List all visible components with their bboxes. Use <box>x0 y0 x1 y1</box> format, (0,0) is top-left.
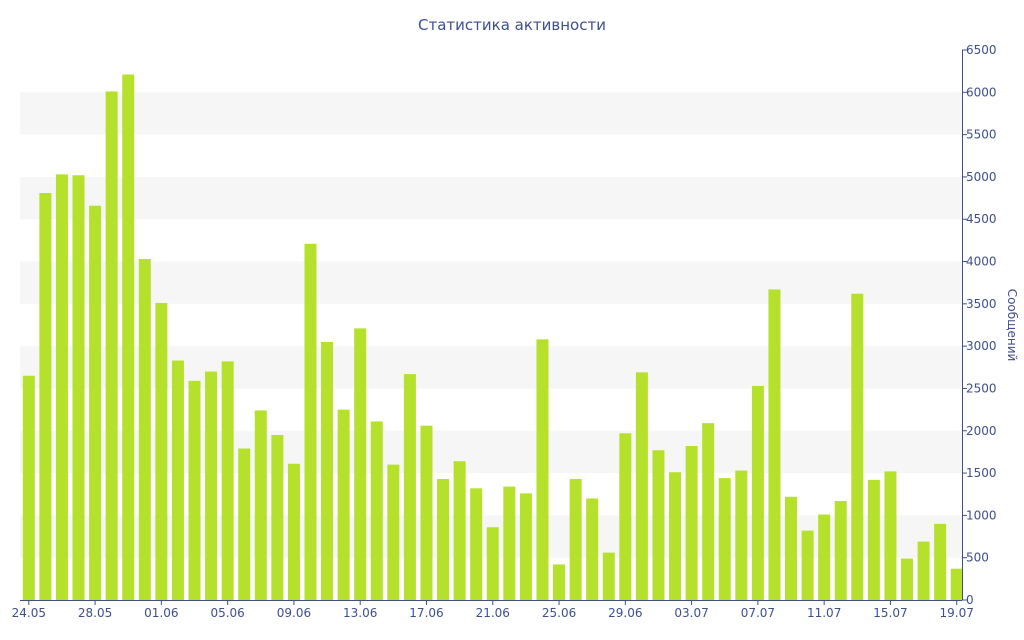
bar <box>950 568 963 600</box>
y-tick-label: 2500 <box>966 381 997 395</box>
bar <box>768 289 781 600</box>
y-tick-label: 3000 <box>966 339 997 353</box>
bar <box>105 91 118 601</box>
bar <box>354 328 367 600</box>
y-tick-label: 0 <box>966 593 974 607</box>
y-tick-label: 6500 <box>966 43 997 57</box>
y-tick-label: 2000 <box>966 424 997 438</box>
bar <box>519 493 532 600</box>
bar <box>171 360 184 600</box>
bar <box>287 463 300 600</box>
bar <box>669 472 682 600</box>
x-axis: 24.05 28.05 01.06 05.06 09.06 13.06 17.06 21.06… <box>12 600 974 620</box>
y-tick-label: 1500 <box>966 466 997 480</box>
bar <box>818 514 831 600</box>
bar <box>801 530 814 600</box>
x-tick-label: 19.07 <box>940 606 974 620</box>
bar <box>370 421 383 600</box>
y-tick-label: 6000 <box>966 85 997 99</box>
y-tick-label: 5000 <box>966 170 997 184</box>
bar <box>271 435 284 600</box>
x-tick-label: 21.06 <box>476 606 510 620</box>
bar <box>553 564 566 600</box>
bar <box>901 558 914 600</box>
y-axis: 0 500 1000 1500 2000 2500 3000 3500 4000 4500 5000… <box>962 43 997 607</box>
grid-band <box>20 92 962 135</box>
bar <box>718 478 731 600</box>
bar <box>304 243 317 600</box>
bar <box>188 380 201 600</box>
bar <box>321 341 334 600</box>
y-axis-title: Сообщений <box>1005 289 1019 362</box>
x-tick-label: 29.06 <box>608 606 642 620</box>
bar <box>917 541 930 600</box>
bar <box>89 205 102 600</box>
bar <box>420 425 433 600</box>
bar <box>751 385 764 600</box>
x-tick-label: 03.07 <box>674 606 708 620</box>
chart-title: Статистика активности <box>418 16 606 34</box>
x-tick-label: 13.06 <box>343 606 377 620</box>
bar <box>602 552 615 600</box>
x-tick-label: 28.05 <box>78 606 112 620</box>
bar <box>221 361 234 600</box>
x-tick-label: 07.07 <box>741 606 775 620</box>
bar <box>39 193 52 600</box>
bar <box>503 486 516 600</box>
x-tick-label: 25.06 <box>542 606 576 620</box>
bar <box>619 433 632 600</box>
bar <box>735 470 748 600</box>
x-tick-label: 15.07 <box>873 606 907 620</box>
y-tick-label: 4000 <box>966 255 997 269</box>
bar <box>138 259 151 600</box>
bar <box>470 488 483 600</box>
bar <box>635 372 648 600</box>
bar <box>867 479 880 600</box>
bar <box>55 174 68 600</box>
bar <box>851 293 864 600</box>
bar <box>702 423 715 600</box>
bar <box>884 471 897 600</box>
x-tick-label: 09.06 <box>277 606 311 620</box>
bar <box>238 448 251 600</box>
bar <box>205 371 218 600</box>
bar <box>254 410 267 600</box>
bar <box>685 446 698 600</box>
x-tick-label: 01.06 <box>144 606 178 620</box>
bar <box>453 461 466 600</box>
bar <box>337 409 350 600</box>
bar <box>834 501 847 600</box>
bar <box>155 303 168 600</box>
bar <box>403 374 416 600</box>
bar <box>934 523 947 600</box>
y-tick-label: 5500 <box>966 128 997 142</box>
grid-band <box>20 176 962 220</box>
bar <box>652 450 665 600</box>
grid-band <box>20 261 962 304</box>
y-tick-label: 3500 <box>966 297 997 311</box>
bar <box>22 375 35 600</box>
bar <box>536 339 549 600</box>
bar <box>72 175 85 601</box>
x-tick-label: 17.06 <box>409 606 443 620</box>
x-tick-label: 24.05 <box>12 606 46 620</box>
bar <box>569 479 582 600</box>
bar <box>785 496 798 600</box>
y-tick-label: 500 <box>966 551 989 565</box>
y-tick-label: 1000 <box>966 508 997 522</box>
x-tick-label: 05.06 <box>210 606 244 620</box>
bars <box>22 74 963 601</box>
bar <box>387 464 400 600</box>
bar <box>586 498 599 600</box>
y-tick-label: 4500 <box>966 212 997 226</box>
bar <box>437 479 450 600</box>
bar <box>122 74 135 601</box>
bar <box>486 527 499 600</box>
x-tick-label: 11.07 <box>807 606 841 620</box>
